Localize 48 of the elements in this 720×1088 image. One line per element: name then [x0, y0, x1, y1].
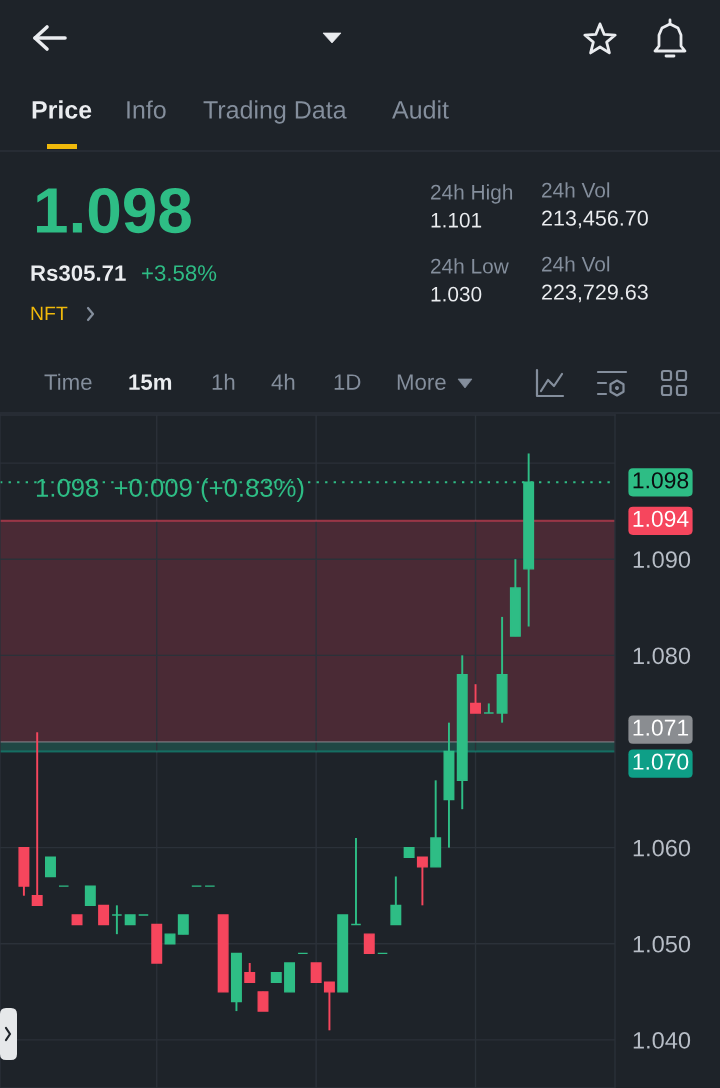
ref-line-label: 1.070 [633, 753, 689, 770]
text: 24h Vol [542, 256, 610, 272]
text: 1h [212, 373, 235, 390]
text: Info [127, 100, 166, 119]
candlestick [31, 731, 43, 907]
ref-line-label: 1.071 [633, 719, 689, 736]
y-tick-label: 1.090 [633, 551, 691, 568]
candlestick [470, 683, 482, 715]
y-tick-label: 1.050 [633, 935, 691, 953]
text: 1.030 [431, 286, 482, 302]
text: 1.101 [431, 212, 482, 228]
text: 4h [271, 373, 295, 390]
candlestick [416, 856, 428, 907]
y-tick-label: 1.060 [633, 839, 691, 857]
text: Time [44, 373, 92, 390]
candlestick [350, 837, 362, 926]
candlestick [390, 875, 402, 926]
candlestick [98, 904, 110, 926]
candlestick [177, 914, 189, 935]
ref-line-label: 1.094 [633, 510, 689, 527]
ref-line-label: 1.098 [633, 472, 689, 489]
text: Trading Data [203, 100, 347, 124]
text: +3.58% [142, 265, 217, 281]
y-tick-label: 1.040 [633, 1032, 691, 1049]
text: 24h High [431, 184, 513, 204]
candlestick [310, 962, 322, 983]
candlestick [244, 962, 256, 984]
candlestick [111, 904, 123, 936]
text: 1.098 [37, 187, 191, 234]
text: 223,729.63 [542, 284, 648, 303]
candlestick [483, 702, 495, 715]
text: 1D [334, 374, 361, 390]
candlestick [44, 856, 56, 878]
text: More [397, 374, 446, 390]
y-tick-label: 1.080 [633, 647, 691, 665]
candlestick [323, 981, 335, 1032]
candlestick [257, 990, 269, 1013]
text: NFT [31, 306, 68, 321]
text: 15m [129, 374, 172, 390]
text: 213,456.70 [542, 210, 648, 229]
candlestick [84, 885, 96, 907]
text: Rs305.71 [31, 265, 126, 281]
text: 24h Low [431, 258, 509, 274]
candlestick [363, 933, 375, 955]
text: Audit [392, 100, 449, 119]
annotation: 1.098 +0.009 (+0.83%) [36, 478, 304, 502]
text: 24h Vol [542, 182, 610, 198]
text: Price [32, 100, 92, 119]
